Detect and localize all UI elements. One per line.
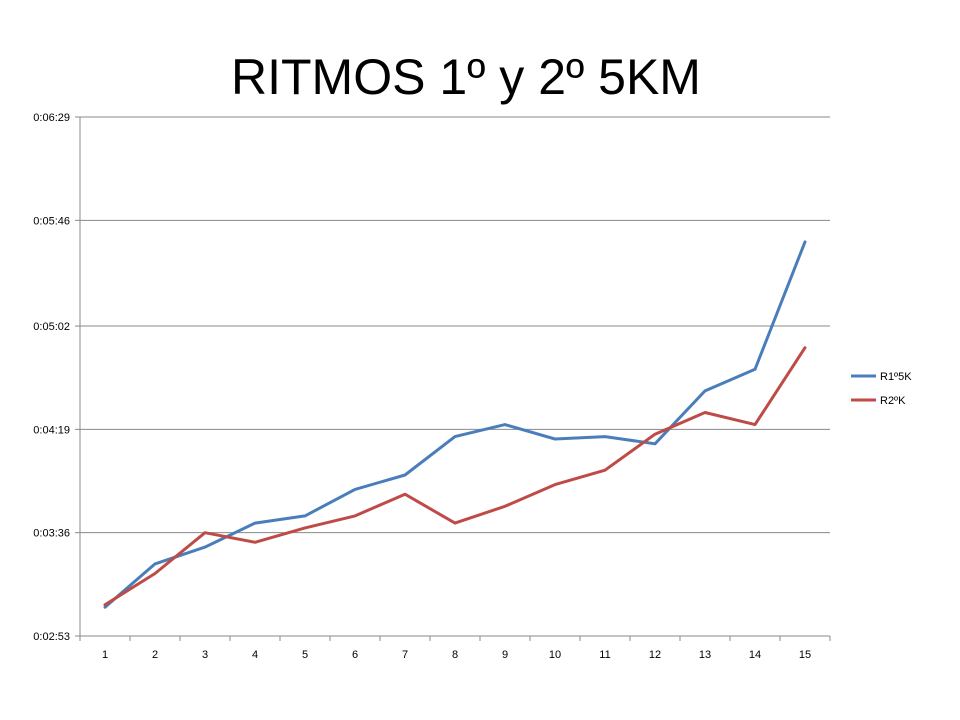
y-tick-label: 0:06:29 — [33, 112, 70, 124]
x-tick-label: 2 — [152, 649, 158, 661]
y-tick-label: 0:02:53 — [33, 631, 70, 643]
x-tick-label: 3 — [202, 649, 208, 661]
x-tick-label: 4 — [252, 649, 258, 661]
chart-title: RITMOS 1º y 2º 5KM — [231, 49, 701, 105]
legend-label: R2ºK — [880, 395, 906, 407]
x-tick-label: 1 — [102, 649, 108, 661]
y-tick-label: 0:05:02 — [33, 321, 70, 333]
series-line-2 — [103, 346, 807, 607]
x-tick-label: 12 — [649, 649, 661, 661]
x-tick-label: 7 — [402, 649, 408, 661]
y-tick-label: 0:05:46 — [33, 215, 70, 227]
y-tick-label: 0:04:19 — [33, 424, 70, 436]
x-tick-label: 6 — [352, 649, 358, 661]
x-tick-label: 8 — [452, 649, 458, 661]
legend-label: R1º5K — [880, 371, 912, 383]
x-tick-label: 14 — [749, 649, 761, 661]
series-line-1 — [103, 240, 807, 609]
x-tick-label: 11 — [599, 649, 610, 661]
y-tick-label: 0:03:36 — [33, 528, 70, 540]
series-lines — [103, 240, 807, 609]
x-tick-label: 13 — [699, 649, 711, 661]
x-tick-labels: 1 2 3 4 5 6 7 8 9 10 11 12 13 14 15 — [102, 649, 811, 661]
x-tick-label: 10 — [549, 649, 561, 661]
legend: R1º5K R2ºK — [851, 371, 912, 407]
axes — [75, 116, 831, 641]
x-tick-label: 5 — [302, 649, 308, 661]
y-tick-labels: 0:02:53 0:03:36 0:04:19 0:05:02 0:05:46 0:06:… — [33, 112, 70, 643]
gridlines — [80, 116, 830, 534]
x-tick-label: 15 — [799, 649, 811, 661]
x-tick-label: 9 — [502, 649, 508, 661]
